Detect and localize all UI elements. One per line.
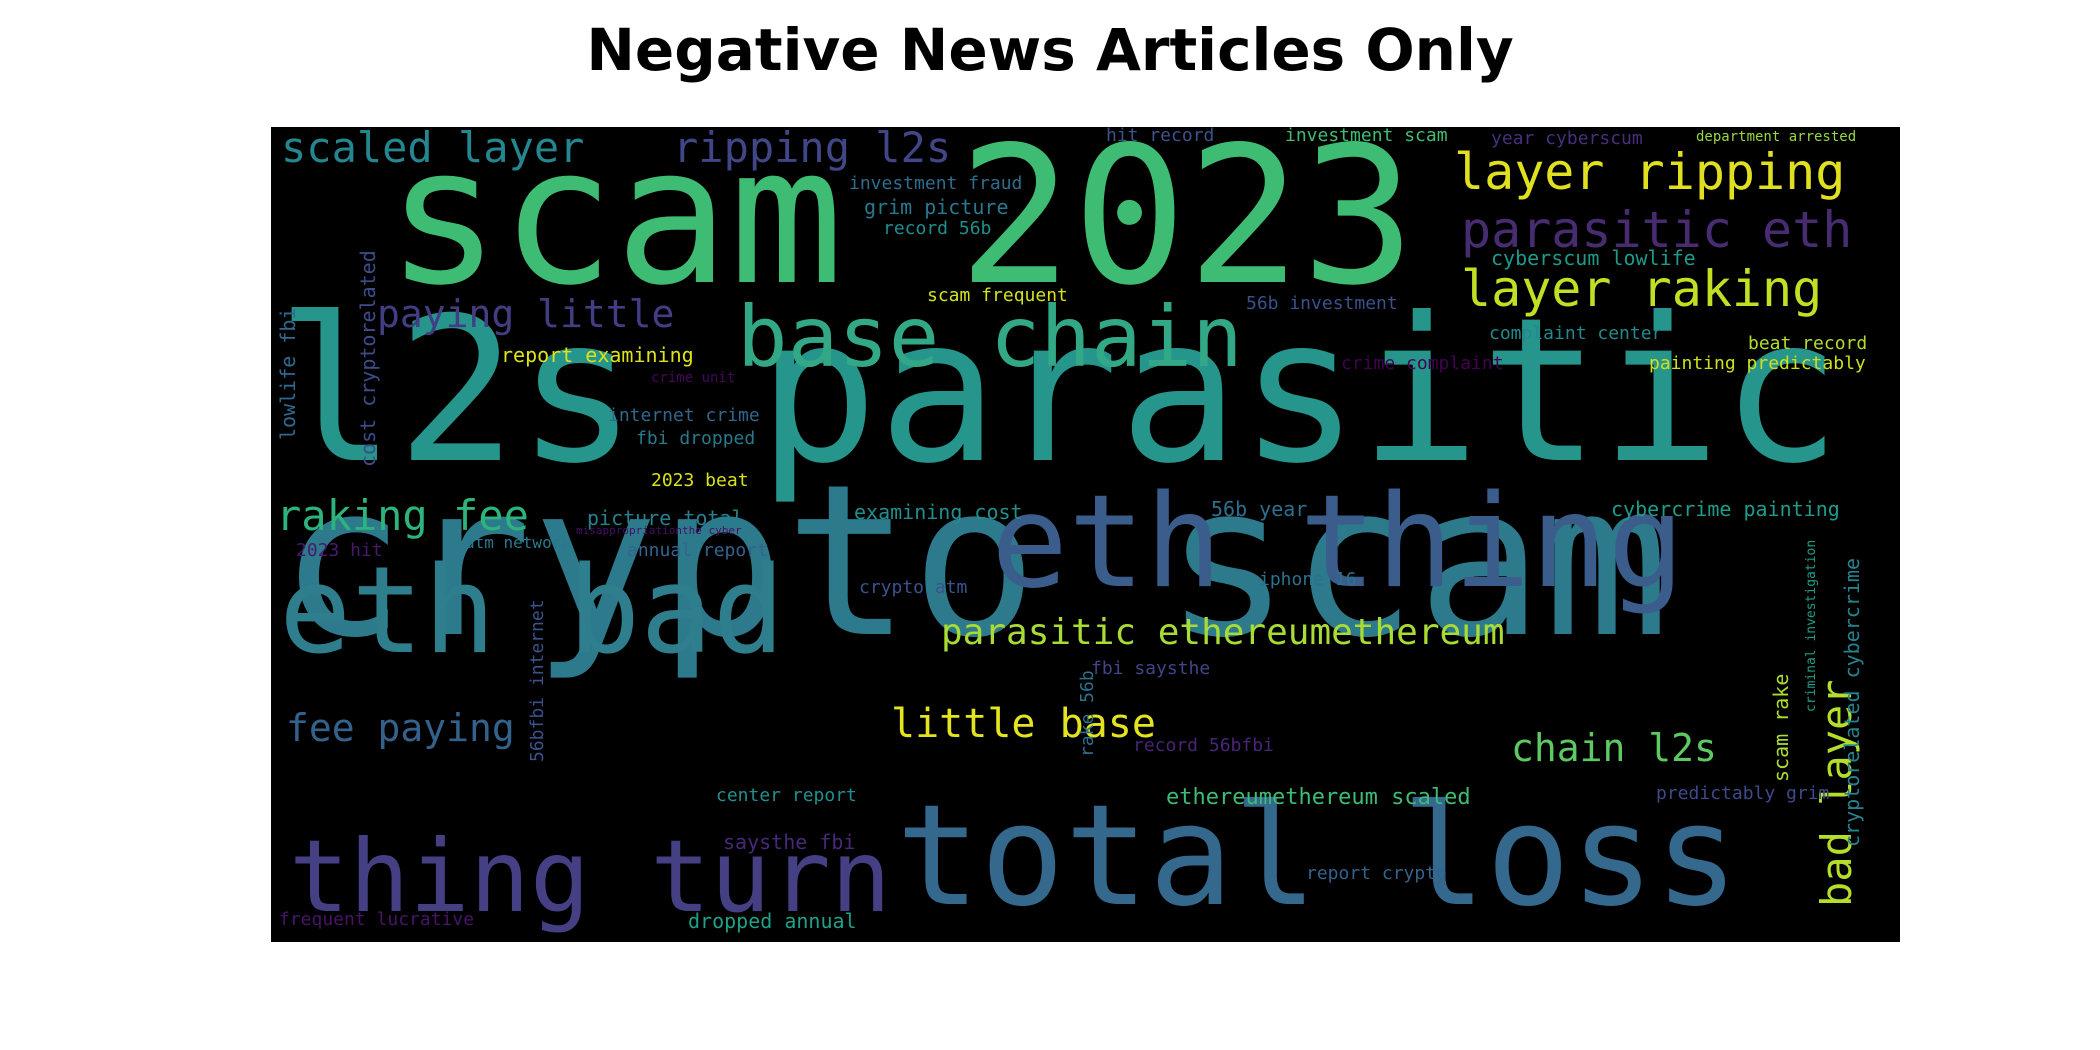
word: ethereumethereum scaled — [1166, 785, 1471, 810]
word: cryptorelated cybercrime — [1840, 558, 1864, 847]
word: annual report — [627, 540, 768, 561]
word-cloud: crypto scam l2s parasitic scam 2023 eth … — [271, 127, 1900, 942]
word: parasitic ethereumethereum — [941, 612, 1505, 653]
word: ripping l2s — [673, 127, 952, 172]
word: 56bfbi internet — [527, 599, 548, 762]
word: internet crime — [608, 405, 760, 426]
word: year cyberscum — [1491, 128, 1643, 149]
word: examining cost — [854, 500, 1023, 524]
word: department arrested — [1696, 129, 1857, 145]
word: crime complaint — [1341, 353, 1504, 374]
word: l2s parasitic — [276, 275, 1842, 508]
word: complaint center — [1489, 323, 1663, 344]
word: crime unit — [651, 370, 736, 386]
word: total loss — [896, 775, 1739, 938]
word: base chain — [737, 288, 1243, 386]
word: layer raking — [1461, 260, 1823, 318]
word: atm network — [465, 533, 571, 552]
word: criminal investigation — [1804, 539, 1819, 712]
word: report crypto — [1306, 863, 1447, 884]
word: picture total — [587, 506, 744, 530]
word: misappropriationthe cyber — [576, 524, 742, 537]
word: cost cryptorelated — [356, 250, 380, 467]
word: little base — [891, 701, 1156, 747]
word: saysthe fbi — [723, 830, 856, 854]
word: thing turn — [289, 818, 892, 935]
word: investment scam — [1285, 127, 1448, 146]
word: dropped annual — [688, 909, 857, 933]
word: fee paying — [286, 706, 515, 750]
word: report examining — [501, 343, 694, 367]
chart-title: Negative News Articles Only — [586, 16, 1514, 84]
word: cyberscum lowlife — [1491, 246, 1696, 270]
word: record 56bfbi — [1133, 735, 1274, 756]
word: fbi dropped — [636, 428, 756, 449]
word: 2023 beat — [651, 470, 749, 491]
word: 56b investment — [1246, 293, 1398, 314]
word: predictably grim — [1656, 783, 1830, 804]
word: 56b year — [1211, 497, 1308, 521]
word: layer ripping — [1454, 143, 1846, 201]
word: center report — [716, 785, 857, 806]
word: beat record — [1748, 333, 1868, 354]
word: record 56b — [883, 218, 992, 239]
word: cybercrime painting — [1611, 497, 1840, 521]
word: eth bad — [279, 542, 785, 681]
word: scam frequent — [927, 285, 1068, 306]
word: investment fraud — [849, 173, 1023, 194]
word: 2023 hit — [296, 540, 383, 561]
word: scam rake — [1769, 673, 1793, 782]
word: rake 56b — [1077, 670, 1098, 757]
word: raking fee — [276, 491, 529, 540]
word: painting predictably — [1649, 353, 1866, 374]
word: scaled layer — [281, 127, 585, 172]
word: eth thing — [991, 468, 1685, 617]
word: lowlife fbi — [276, 307, 300, 440]
word: crypto atm — [859, 577, 968, 598]
word: frequent lucrative — [279, 909, 475, 930]
word: chain l2s — [1511, 726, 1717, 770]
word: fbi saysthe — [1091, 658, 1211, 679]
word: hit record — [1106, 127, 1215, 146]
word: scam 2023 — [386, 127, 1416, 327]
word: parasitic eth — [1461, 201, 1853, 259]
word: grim picture — [864, 195, 1009, 219]
word: crypto scam — [279, 439, 1670, 684]
word: paying little — [377, 292, 675, 336]
word: iphone 16 — [1259, 569, 1357, 590]
